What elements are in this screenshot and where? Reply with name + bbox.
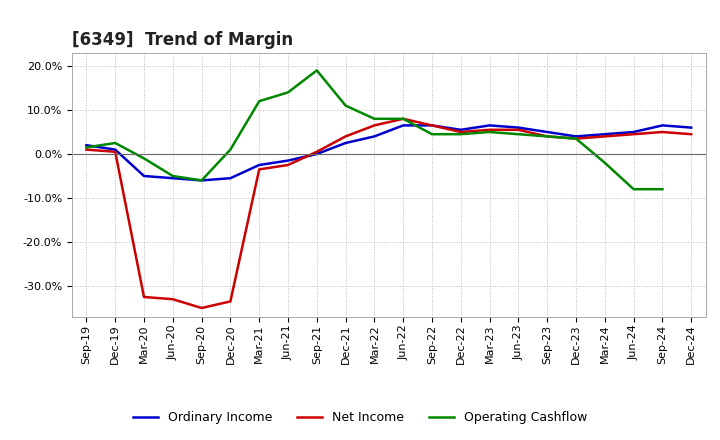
Net Income: [687, 132, 696, 137]
Operating Cashflow: [370, 116, 379, 121]
Ordinary Income: [543, 129, 552, 135]
Ordinary Income: [140, 173, 148, 179]
Net Income: [168, 297, 177, 302]
Operating Cashflow: [658, 187, 667, 192]
Net Income: [255, 167, 264, 172]
Net Income: [226, 299, 235, 304]
Operating Cashflow: [197, 178, 206, 183]
Ordinary Income: [600, 132, 609, 137]
Ordinary Income: [456, 127, 465, 132]
Ordinary Income: [226, 176, 235, 181]
Ordinary Income: [485, 123, 494, 128]
Operating Cashflow: [485, 129, 494, 135]
Operating Cashflow: [140, 156, 148, 161]
Operating Cashflow: [226, 147, 235, 152]
Operating Cashflow: [629, 187, 638, 192]
Operating Cashflow: [428, 132, 436, 137]
Ordinary Income: [658, 123, 667, 128]
Operating Cashflow: [111, 140, 120, 146]
Ordinary Income: [572, 134, 580, 139]
Ordinary Income: [428, 123, 436, 128]
Operating Cashflow: [572, 136, 580, 141]
Operating Cashflow: [543, 134, 552, 139]
Ordinary Income: [399, 123, 408, 128]
Net Income: [629, 132, 638, 137]
Net Income: [82, 147, 91, 152]
Operating Cashflow: [312, 68, 321, 73]
Net Income: [140, 294, 148, 300]
Net Income: [485, 127, 494, 132]
Net Income: [312, 149, 321, 154]
Net Income: [284, 162, 292, 168]
Line: Ordinary Income: Ordinary Income: [86, 125, 691, 180]
Net Income: [543, 134, 552, 139]
Operating Cashflow: [284, 90, 292, 95]
Operating Cashflow: [600, 160, 609, 165]
Ordinary Income: [341, 140, 350, 146]
Ordinary Income: [514, 125, 523, 130]
Net Income: [428, 123, 436, 128]
Net Income: [456, 129, 465, 135]
Ordinary Income: [255, 162, 264, 168]
Net Income: [197, 305, 206, 311]
Ordinary Income: [629, 129, 638, 135]
Net Income: [514, 127, 523, 132]
Ordinary Income: [111, 147, 120, 152]
Operating Cashflow: [82, 145, 91, 150]
Net Income: [658, 129, 667, 135]
Ordinary Income: [168, 176, 177, 181]
Ordinary Income: [82, 143, 91, 148]
Ordinary Income: [370, 134, 379, 139]
Legend: Ordinary Income, Net Income, Operating Cashflow: Ordinary Income, Net Income, Operating C…: [127, 407, 593, 429]
Operating Cashflow: [341, 103, 350, 108]
Operating Cashflow: [255, 99, 264, 104]
Operating Cashflow: [168, 173, 177, 179]
Operating Cashflow: [399, 116, 408, 121]
Net Income: [370, 123, 379, 128]
Net Income: [399, 116, 408, 121]
Net Income: [111, 149, 120, 154]
Operating Cashflow: [514, 132, 523, 137]
Text: [6349]  Trend of Margin: [6349] Trend of Margin: [72, 31, 293, 49]
Ordinary Income: [312, 151, 321, 157]
Net Income: [341, 134, 350, 139]
Net Income: [600, 134, 609, 139]
Ordinary Income: [687, 125, 696, 130]
Line: Net Income: Net Income: [86, 119, 691, 308]
Operating Cashflow: [456, 132, 465, 137]
Ordinary Income: [284, 158, 292, 163]
Ordinary Income: [197, 178, 206, 183]
Line: Operating Cashflow: Operating Cashflow: [86, 70, 662, 189]
Net Income: [572, 136, 580, 141]
